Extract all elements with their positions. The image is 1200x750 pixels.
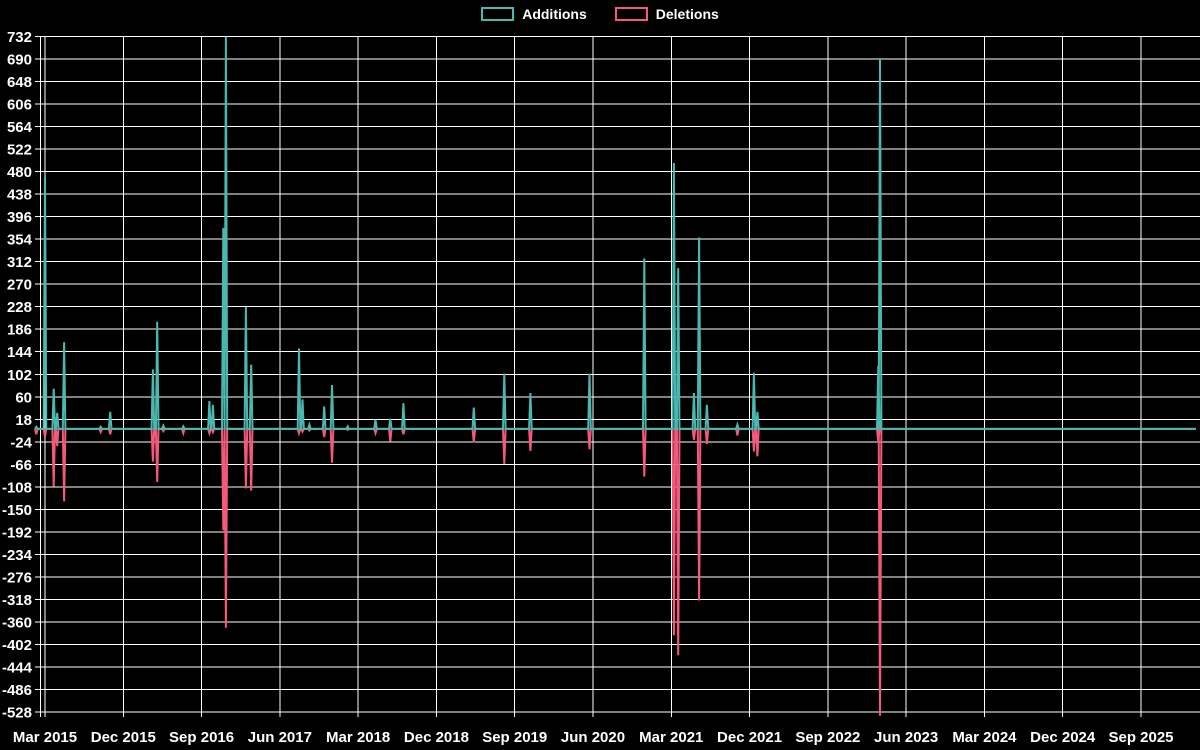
y-tick-label: -444 bbox=[2, 659, 33, 676]
y-tick-label: 144 bbox=[7, 344, 33, 361]
x-tick-label: Mar 2018 bbox=[326, 729, 390, 746]
y-tick-label: -486 bbox=[2, 682, 32, 699]
x-tick-label: Mar 2015 bbox=[13, 729, 77, 746]
y-tick-label: 312 bbox=[7, 254, 32, 271]
additions-line bbox=[34, 36, 1196, 430]
x-tick-label: Mar 2021 bbox=[639, 729, 703, 746]
x-tick-label: Jun 2017 bbox=[248, 729, 312, 746]
y-tick-label: 18 bbox=[15, 412, 32, 429]
y-tick-label: -150 bbox=[2, 502, 32, 519]
y-tick-label: 732 bbox=[7, 29, 32, 46]
y-tick-label: -528 bbox=[2, 705, 32, 722]
y-tick-label: 60 bbox=[15, 389, 32, 406]
y-tick-label: 480 bbox=[7, 164, 32, 181]
additions-swatch-icon bbox=[481, 7, 515, 21]
y-tick-label: 354 bbox=[7, 232, 33, 249]
y-tick-label: -276 bbox=[2, 569, 32, 586]
y-tick-label: 564 bbox=[7, 119, 33, 136]
y-tick-label: -66 bbox=[10, 457, 32, 474]
y-tick-label: -192 bbox=[2, 524, 32, 541]
y-tick-label: -318 bbox=[2, 592, 32, 609]
x-tick-label: Mar 2024 bbox=[952, 729, 1017, 746]
y-gridlines-and-labels: 732 690 648 606 564 522 480 438 396 354 312 270 228 1… bbox=[2, 29, 1200, 722]
y-tick-label: 522 bbox=[7, 142, 32, 159]
y-tick-label: 270 bbox=[7, 277, 32, 294]
deletions-swatch-icon bbox=[614, 7, 648, 21]
x-tick-label: Sep 2025 bbox=[1108, 729, 1173, 746]
x-tick-label: Dec 2018 bbox=[404, 729, 469, 746]
y-tick-label: 648 bbox=[7, 74, 32, 91]
y-tick-label: -402 bbox=[2, 637, 32, 654]
x-tick-label: Dec 2024 bbox=[1030, 729, 1096, 746]
x-tick-label: Jun 2020 bbox=[561, 729, 625, 746]
y-tick-label: 228 bbox=[7, 299, 32, 316]
x-tick-label: Dec 2021 bbox=[717, 729, 782, 746]
y-tick-label: 438 bbox=[7, 187, 32, 204]
y-tick-label: -24 bbox=[10, 434, 32, 451]
legend-label-deletions: Deletions bbox=[655, 6, 719, 22]
legend-item-deletions[interactable]: Deletions bbox=[614, 6, 719, 22]
x-tick-label: Jun 2023 bbox=[874, 729, 938, 746]
legend-label-additions: Additions bbox=[522, 6, 587, 22]
chart-legend: Additions Deletions bbox=[0, 7, 1200, 21]
deletions-line bbox=[34, 427, 1196, 716]
x-tick-label: Sep 2016 bbox=[169, 729, 234, 746]
x-tick-label: Sep 2019 bbox=[482, 729, 547, 746]
x-tick-label: Sep 2022 bbox=[795, 729, 860, 746]
y-tick-label: 690 bbox=[7, 52, 32, 69]
y-tick-label: -360 bbox=[2, 614, 32, 631]
legend-item-additions[interactable]: Additions bbox=[481, 7, 587, 21]
y-tick-label: 186 bbox=[7, 322, 32, 339]
y-tick-label: -234 bbox=[2, 547, 33, 564]
y-tick-label: 396 bbox=[7, 209, 32, 226]
x-tick-label: Dec 2015 bbox=[91, 729, 156, 746]
y-tick-label: 102 bbox=[7, 367, 32, 384]
x-gridlines-and-labels: Mar 2015 Dec 2015 Sep 2016 Jun 2017 Mar 2018… bbox=[13, 36, 1174, 746]
y-tick-label: -108 bbox=[2, 479, 32, 496]
y-tick-label: 606 bbox=[7, 97, 32, 114]
